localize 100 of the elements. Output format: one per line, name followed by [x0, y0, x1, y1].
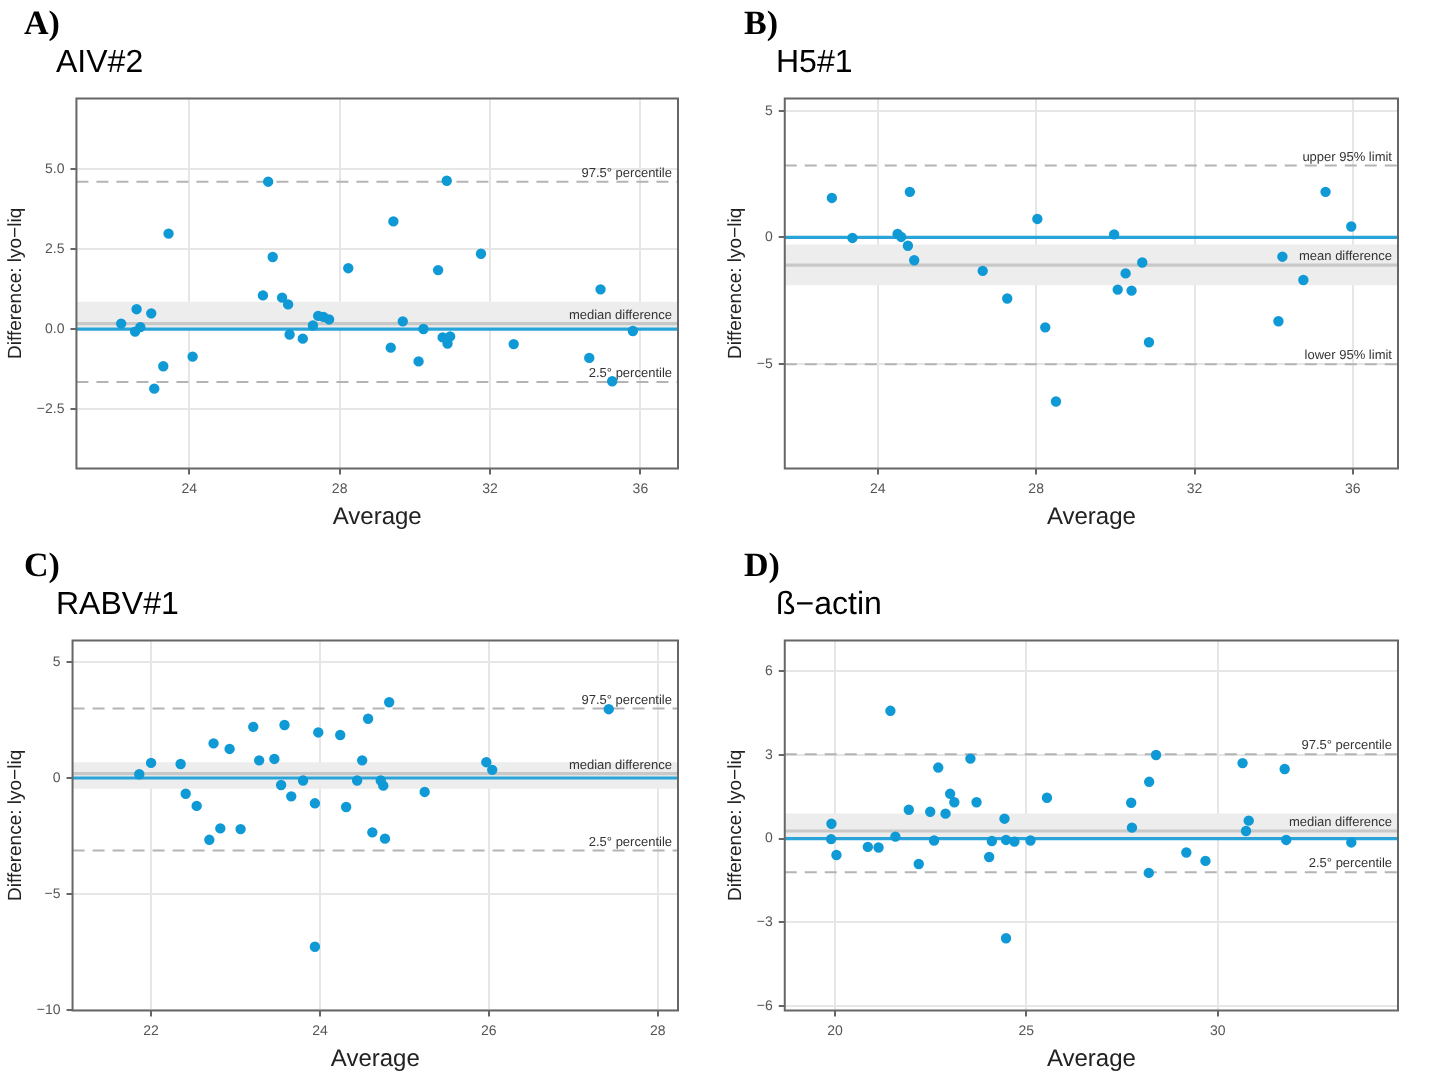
point — [1143, 776, 1155, 788]
chart-title: H5#1 — [774, 44, 855, 84]
point — [481, 756, 492, 768]
point — [508, 338, 519, 350]
point — [1125, 797, 1137, 808]
point — [831, 849, 842, 861]
point — [1000, 933, 1012, 944]
point — [1143, 867, 1154, 879]
point — [1025, 835, 1036, 846]
point — [1273, 316, 1284, 327]
y-axis-title: Difference: lyo−liq — [4, 207, 27, 360]
x-axis-title: Average — [330, 1044, 421, 1073]
point — [362, 713, 374, 724]
point — [825, 833, 837, 845]
point — [847, 232, 858, 244]
point — [253, 755, 265, 766]
point — [413, 356, 424, 367]
point — [158, 361, 169, 372]
point — [1108, 229, 1120, 240]
point — [826, 818, 837, 829]
point — [115, 318, 127, 329]
point — [1040, 322, 1051, 333]
point — [1002, 293, 1013, 304]
point — [1143, 337, 1155, 348]
point — [323, 314, 335, 325]
point — [432, 264, 444, 276]
point — [1181, 847, 1192, 858]
point — [343, 262, 354, 274]
point — [286, 791, 297, 802]
point — [1298, 274, 1309, 286]
point — [235, 823, 246, 835]
point — [276, 292, 288, 303]
point — [379, 833, 391, 844]
x-axis-title: Average — [332, 502, 423, 531]
point — [1346, 221, 1357, 232]
chart-title: AIV#2 — [54, 44, 146, 84]
point — [1237, 757, 1248, 769]
point — [367, 827, 378, 838]
text: B) — [744, 4, 778, 42]
point — [928, 835, 940, 846]
point — [903, 804, 914, 815]
point — [487, 764, 498, 776]
point — [340, 801, 352, 813]
point — [146, 308, 157, 319]
point — [1320, 186, 1331, 198]
point — [944, 788, 956, 800]
point — [983, 851, 995, 863]
point — [351, 775, 363, 786]
point — [971, 797, 982, 808]
point — [1050, 396, 1062, 407]
point — [1150, 749, 1162, 761]
point — [873, 842, 884, 853]
point — [607, 376, 618, 387]
point — [388, 216, 399, 227]
point — [1009, 836, 1020, 847]
point — [215, 823, 226, 834]
point — [356, 755, 368, 766]
point — [175, 758, 186, 770]
point — [890, 831, 901, 842]
point — [1112, 284, 1123, 295]
point — [385, 342, 396, 353]
point — [940, 808, 951, 819]
point — [1200, 855, 1211, 867]
point — [965, 753, 976, 764]
point — [191, 800, 202, 812]
point — [1346, 837, 1357, 848]
point — [262, 176, 274, 187]
point — [444, 331, 456, 342]
y-axis-title: Difference: lyo−liq — [4, 749, 27, 902]
x-axis-title: Average — [1046, 1044, 1137, 1073]
point — [1277, 251, 1288, 262]
point — [1032, 213, 1043, 225]
point — [135, 321, 146, 333]
point — [134, 769, 145, 780]
point — [307, 320, 319, 331]
point — [297, 333, 308, 344]
point — [1000, 834, 1012, 846]
point — [913, 858, 924, 870]
text: D) — [744, 546, 780, 584]
point — [208, 738, 219, 749]
point — [1137, 257, 1148, 268]
point — [397, 316, 408, 327]
point — [627, 325, 639, 337]
point — [248, 721, 259, 733]
x-axis-title: Average — [1046, 502, 1137, 531]
point — [131, 303, 142, 315]
point — [949, 797, 960, 808]
point — [1120, 268, 1131, 279]
point — [977, 265, 988, 277]
point — [269, 753, 280, 765]
point — [384, 697, 395, 708]
point — [309, 798, 321, 809]
point — [986, 835, 998, 847]
text: C) — [24, 546, 60, 584]
point — [313, 727, 324, 738]
point — [933, 762, 944, 773]
chart-title: RABV#1 — [54, 586, 181, 626]
point — [885, 705, 896, 717]
point — [1126, 285, 1137, 296]
point — [1126, 822, 1138, 833]
